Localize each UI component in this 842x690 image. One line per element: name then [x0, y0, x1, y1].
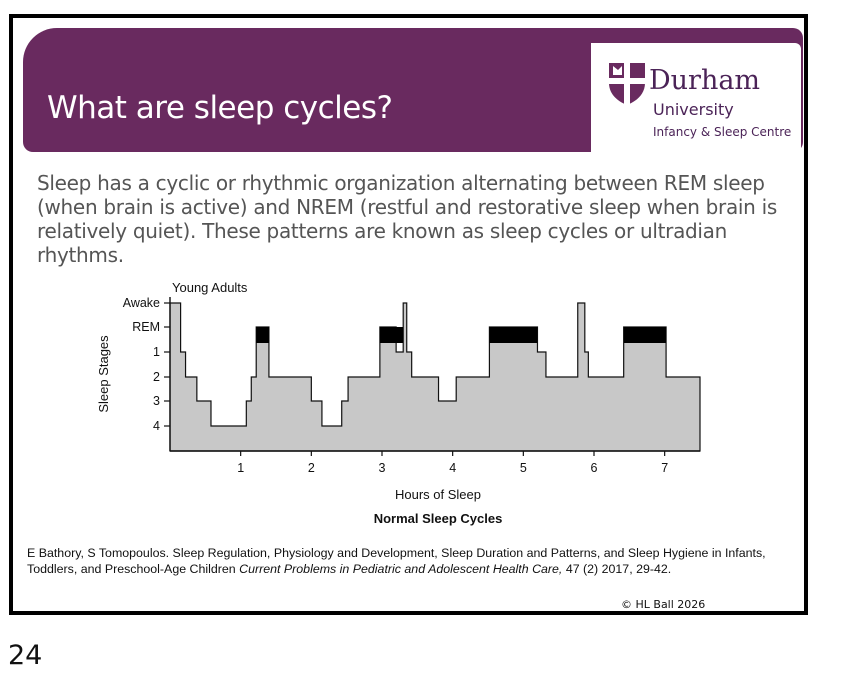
x-tick-label: 3 — [379, 461, 386, 475]
y-tick-label: 4 — [153, 419, 160, 433]
x-axis-label: Hours of Sleep — [395, 487, 481, 502]
slide-title: What are sleep cycles? — [47, 90, 393, 126]
rem-block — [379, 327, 404, 343]
copyright: © HL Ball 2026 — [621, 598, 706, 611]
title-banner: What are sleep cycles? Durham University… — [23, 28, 803, 161]
rem-block — [256, 327, 269, 343]
citation-volume: 47 (2) 2017, 29-42. — [562, 562, 672, 576]
x-tick-label: 6 — [591, 461, 598, 475]
body-paragraph: Sleep has a cyclic or rhythmic organizat… — [37, 171, 777, 267]
x-tick-label: 4 — [449, 461, 456, 475]
x-tick-label: 1 — [237, 461, 244, 475]
y-tick-label: 1 — [153, 345, 160, 359]
x-tick-label: 5 — [520, 461, 527, 475]
hypnogram-area — [169, 302, 701, 452]
rem-block — [489, 327, 538, 343]
x-tick-label: 7 — [661, 461, 668, 475]
logo-centre: Infancy & Sleep Centre — [653, 125, 792, 139]
citation: E Bathory, S Tomopoulos. Sleep Regulatio… — [27, 545, 809, 577]
slide: What are sleep cycles? Durham University… — [9, 14, 808, 615]
chart-title: Normal Sleep Cycles — [374, 511, 503, 526]
y-tick-label: Awake — [123, 296, 160, 310]
shield-icon — [609, 63, 645, 105]
sleep-cycles-chart: Awake REM 1 2 3 4 1 2 3 4 5 6 7 Young Adults Hours of … — [96, 280, 701, 526]
chart-subtitle: Young Adults — [172, 280, 248, 295]
logo-university: University — [653, 100, 734, 119]
citation-authors: E Bathory, S Tomopoulos. Sleep Regulatio… — [27, 546, 766, 576]
x-tick-label: 2 — [308, 461, 315, 475]
rem-block — [623, 327, 667, 343]
y-tick-label: 3 — [153, 394, 160, 408]
page-number: 24 — [8, 640, 43, 671]
durham-logo: Durham University Infancy & Sleep Centre — [591, 43, 801, 161]
y-axis-label: Sleep Stages — [96, 335, 111, 413]
y-tick-label: 2 — [153, 370, 160, 384]
citation-journal: Current Problems in Pediatric and Adoles… — [239, 562, 563, 576]
y-tick-label: REM — [132, 320, 160, 334]
logo-name: Durham — [649, 65, 761, 96]
